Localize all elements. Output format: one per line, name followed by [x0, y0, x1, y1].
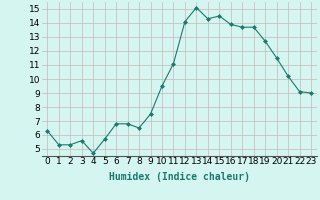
X-axis label: Humidex (Indice chaleur): Humidex (Indice chaleur)	[109, 172, 250, 182]
